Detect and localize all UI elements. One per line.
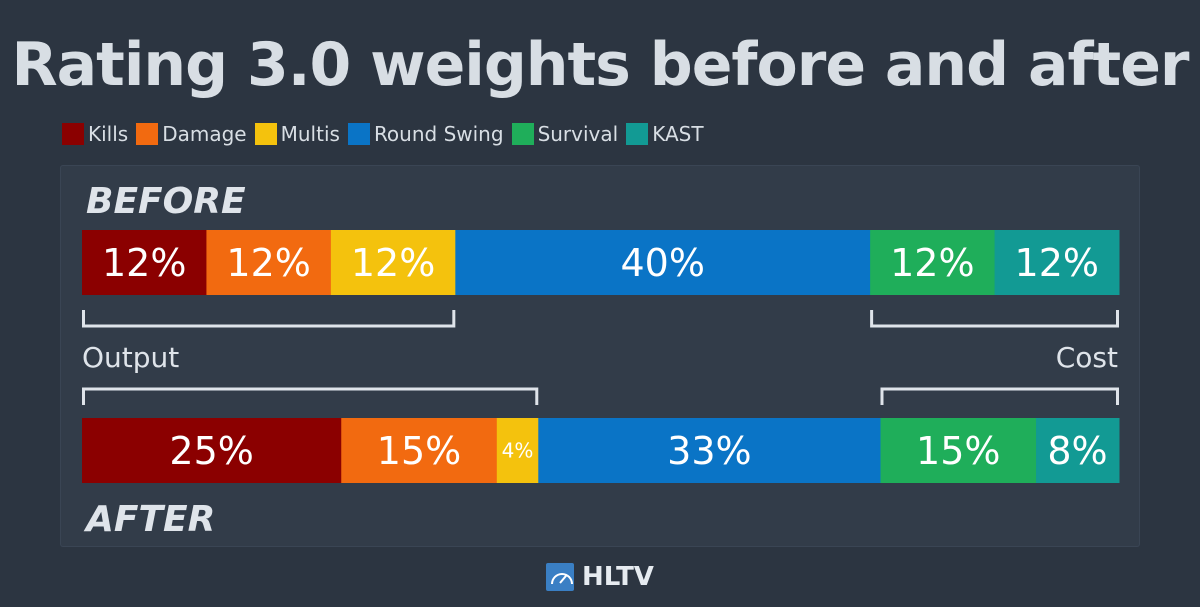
bar-segment — [994, 230, 1120, 295]
data-label: 25% — [169, 429, 253, 473]
legend-swatch — [626, 123, 649, 145]
data-label: 12% — [890, 241, 974, 285]
chart-panel: BEFORE 12% 12% 12% 40% 12% 12% AFTER 25% 15% 4% 33%… — [60, 165, 1140, 547]
series-label: BEFORE — [86, 181, 246, 222]
legend-swatch — [511, 123, 534, 145]
legend-label: Damage — [162, 122, 247, 146]
stacked-bar-chart: BEFORE 12% 12% 12% 40% 12% 12% AFTER 25% 15% 4% 33%… — [82, 181, 1120, 540]
legend-swatch — [347, 123, 370, 145]
data-label: 15% — [916, 429, 1000, 473]
bar-segment — [82, 230, 207, 295]
legend: Kills Damage Multis Round Swing Survival KAST — [62, 120, 712, 148]
legend-item: Multis — [254, 122, 340, 146]
legend-swatch — [62, 123, 84, 145]
legend-label: KAST — [652, 122, 704, 146]
bar-segment — [1036, 418, 1120, 483]
data-label: 12% — [1015, 241, 1099, 285]
bar-segment — [455, 230, 871, 295]
legend-label: Survival — [537, 122, 619, 146]
hltv-gauge-icon — [546, 563, 575, 591]
bar-segment — [341, 418, 498, 483]
data-label: 12% — [226, 241, 310, 285]
legend-swatch — [136, 123, 159, 145]
group-bracket-after — [880, 387, 1119, 405]
bar-segment — [538, 418, 881, 483]
group-bracket-before — [82, 310, 456, 328]
data-label: 40% — [620, 241, 704, 285]
data-label: 8% — [1047, 429, 1107, 473]
legend-item: Round Swing — [347, 122, 504, 146]
group-label: Cost — [1056, 341, 1118, 374]
data-label: 4% — [502, 439, 534, 463]
brand: HLTV — [0, 562, 1200, 592]
data-label: 33% — [667, 429, 751, 473]
bar-segment — [330, 230, 456, 295]
data-label: 12% — [102, 241, 186, 285]
legend-item: KAST — [626, 122, 704, 146]
legend-label: Kills — [88, 122, 129, 146]
bar-segment — [496, 418, 539, 483]
bar-segment — [82, 418, 342, 483]
legend-item: Survival — [511, 122, 619, 146]
legend-item: Damage — [136, 122, 247, 146]
series-label: AFTER — [83, 499, 215, 540]
bar-segment — [880, 418, 1037, 483]
data-label: 12% — [351, 241, 435, 285]
legend-label: Multis — [280, 122, 340, 146]
legend-item: Kills — [62, 122, 128, 146]
bar-segment — [870, 230, 996, 295]
legend-swatch — [254, 123, 277, 145]
legend-label: Round Swing — [373, 122, 504, 146]
bar-segment — [206, 230, 332, 295]
group-bracket-after — [82, 387, 539, 405]
group-bracket-before — [870, 310, 1119, 328]
data-label: 15% — [377, 429, 461, 473]
group-label: Output — [82, 341, 179, 374]
chart-title: Rating 3.0 weights before and after — [11, 30, 1189, 100]
brand-name: HLTV — [582, 562, 654, 592]
